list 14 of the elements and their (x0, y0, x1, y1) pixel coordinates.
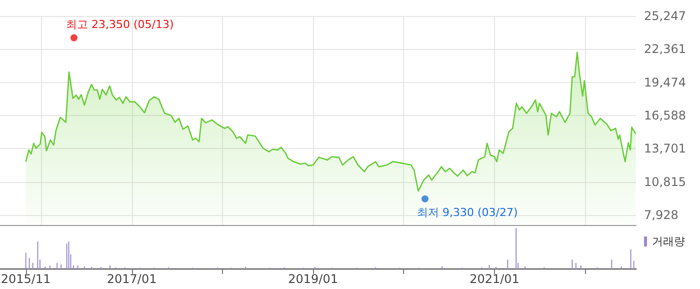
y-tick-label: 22,361 (644, 42, 686, 56)
annotation: 최고 23,350 (05/13) (66, 18, 174, 31)
x-tick-label: 2019/01 (288, 272, 338, 286)
y-tick-label: 16,588 (644, 108, 686, 122)
x-tick-label: 2015/11 (0, 272, 51, 286)
y-tick-label: 10,815 (644, 174, 686, 189)
y-tick-label: 25,247 (644, 9, 686, 23)
x-tick-label: 2021/01 (470, 272, 520, 286)
x-tick-label: 2017/01 (106, 272, 157, 286)
y-tick-label: 7,928 (644, 208, 678, 222)
annotation: 최저 9,330 (03/27) (416, 206, 518, 219)
y-tick-label: 19,474 (644, 75, 686, 90)
y-tick-label: 13,701 (644, 142, 686, 156)
legend-label: 거래량 (652, 235, 685, 248)
